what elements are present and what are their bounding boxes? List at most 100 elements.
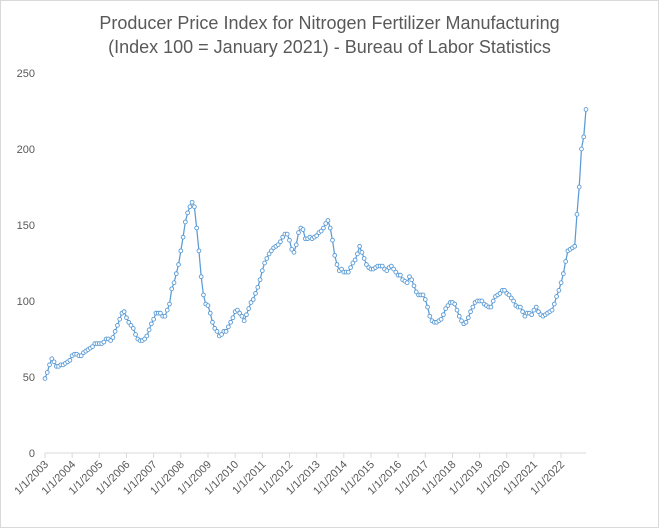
data-point [452,301,458,307]
data-point [291,250,297,255]
data-point [443,306,449,311]
data-point [425,304,430,310]
y-tick-label: 200 [17,144,35,156]
data-point [420,292,426,298]
data-point [413,289,419,295]
data-point [262,260,267,266]
data-point [321,225,326,231]
data-point [488,304,494,310]
data-point [126,319,132,325]
data-point [441,312,446,318]
data-point [142,336,147,342]
data-point [162,313,168,319]
data-point [348,265,353,270]
y-tick-label: 100 [17,296,35,308]
data-point [128,322,134,328]
data-point [149,321,154,327]
data-point [246,306,252,311]
data-point [121,309,127,314]
data-point [124,315,129,321]
data-point [47,362,52,368]
data-point [194,225,200,231]
data-point [576,184,582,190]
data-point [518,304,523,310]
data-point [409,277,415,283]
data-point [574,212,580,217]
data-point [146,327,152,333]
data-point [250,297,256,302]
data-point [556,288,562,293]
data-point [506,292,512,298]
data-point [171,280,177,286]
data-point [359,250,365,255]
data-point [323,221,329,226]
chart-title-line-2: (Index 100 = January 2021) - Bureau of L… [108,37,551,57]
data-point [404,280,410,286]
data-point [241,318,247,324]
y-tick-label: 0 [29,448,35,460]
data-point [255,284,261,290]
data-point [110,335,116,340]
data-point [130,326,136,331]
data-point [583,107,589,112]
data-point [223,329,229,334]
data-point [259,268,265,273]
data-point [561,271,566,276]
data-point [345,269,351,275]
data-point [253,291,258,296]
data-point [318,228,324,234]
data-point [445,303,451,308]
data-point [549,307,555,313]
data-point [207,310,213,316]
data-point [212,326,218,331]
data-point [228,319,233,325]
data-point [280,234,286,240]
data-point [51,359,57,365]
data-point [479,298,485,304]
data-point [284,231,290,237]
data-point [182,219,188,225]
data-point [379,263,385,269]
data-point [350,260,356,266]
data-point [101,339,107,345]
data-point [355,251,360,257]
data-point [219,332,224,337]
data-point [164,307,170,313]
data-point [300,227,306,232]
data-point [456,313,462,319]
data-point [167,301,172,307]
data-point [332,253,338,258]
data-point [235,307,240,313]
data-point [264,256,270,261]
data-point [579,146,584,152]
data-point [551,301,557,307]
data-point [364,262,369,267]
data-point [465,315,471,321]
data-point [185,210,190,216]
data-point [554,294,559,299]
data-point [173,271,179,276]
y-tick-label: 150 [17,220,35,232]
data-point [422,297,428,302]
data-point [468,309,473,314]
data-point [67,357,73,363]
data-point [391,266,396,272]
data-point [144,333,150,339]
data-point [520,309,525,314]
data-point [384,268,390,273]
data-point [205,303,211,308]
data-point [293,242,299,248]
data-point [108,338,113,343]
series-line [44,109,587,379]
data-point [44,370,50,375]
data-point [470,304,476,310]
data-point [198,274,204,280]
data-point [522,313,528,319]
data-point [230,315,236,321]
data-point [269,248,274,254]
data-point [287,237,292,243]
data-point [180,234,186,240]
data-point [334,262,340,267]
